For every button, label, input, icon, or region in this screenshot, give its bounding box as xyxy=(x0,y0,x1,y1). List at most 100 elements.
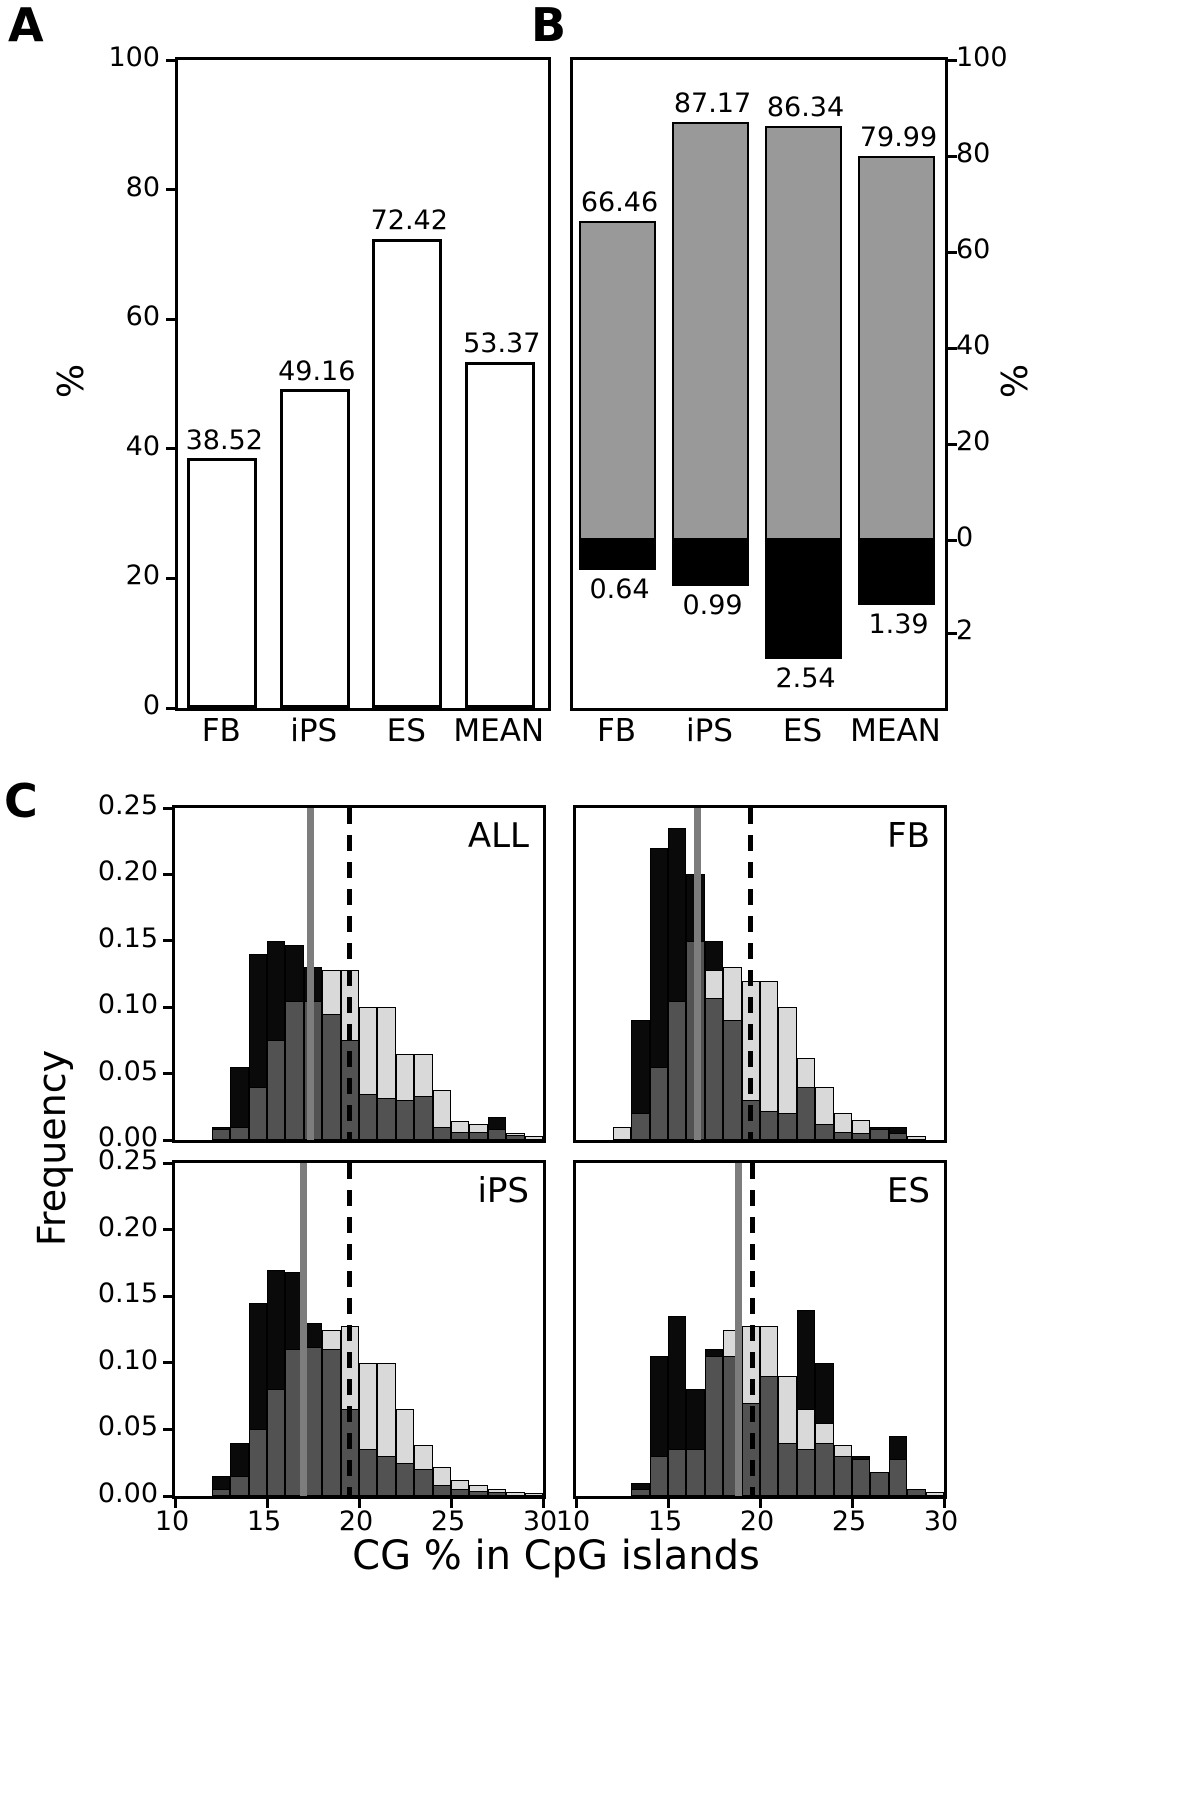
hist-ytick-label: 0.05 xyxy=(97,1055,158,1087)
panel-b-ylabel: % xyxy=(995,363,1036,399)
median-line-solid xyxy=(735,1163,743,1496)
panel-b-lower-value: 0.64 xyxy=(589,573,650,605)
hist-bar-dark xyxy=(432,1485,451,1496)
hist-bar-dark xyxy=(668,1449,687,1496)
panel-b-lower-value: 1.39 xyxy=(868,608,929,640)
hist-bar-dark xyxy=(377,1456,396,1496)
hist-xtick-mark xyxy=(173,1496,177,1508)
hist-bar-dark xyxy=(451,1132,470,1140)
hist-bar-light xyxy=(506,1492,525,1496)
hist-bar-dark xyxy=(414,1096,433,1140)
panel-b-ytick-label: 0 xyxy=(956,522,974,553)
panel-b-lower-bar-ips xyxy=(671,540,750,587)
panel-c-xlabel: CG % in CpG islands xyxy=(352,1533,760,1579)
hist-xtick-label: 25 xyxy=(831,1506,867,1537)
hist-axes-all: ALL xyxy=(163,805,546,1143)
hist-bar-dark xyxy=(322,1349,341,1496)
panel-b-ytick-mark xyxy=(945,250,957,254)
panel-b-lower-bar-mean xyxy=(857,540,936,605)
hist-xtick-label: 20 xyxy=(338,1506,374,1537)
hist-xtick-mark xyxy=(574,1496,578,1508)
hist-ytick-mark xyxy=(163,1294,175,1298)
hist-bar-dark xyxy=(833,1132,852,1140)
hist-bar-dark xyxy=(506,1134,525,1140)
hist-bar-dark xyxy=(487,1492,507,1496)
panel-b-ytick-label: 60 xyxy=(956,234,991,265)
hist-bar-dark xyxy=(760,1376,779,1496)
hist-xtick-label: 30 xyxy=(923,1506,959,1537)
hist-bar-dark xyxy=(395,1100,415,1140)
median-line-solid xyxy=(300,1163,308,1496)
median-line-solid xyxy=(693,808,701,1140)
hist-ytick-mark xyxy=(163,1494,175,1498)
panel-a-ytick-label: 0 xyxy=(142,690,160,721)
panel-b-lower-bar-fb xyxy=(578,540,657,570)
panel-a-category-label: iPS xyxy=(290,713,338,749)
hist-bar-dark xyxy=(211,1129,231,1140)
panel-letter-c: C xyxy=(4,774,38,828)
hist-bar-dark xyxy=(267,1389,286,1496)
panel-b-category-label: iPS xyxy=(686,713,733,749)
hist-ytick-label: 0.05 xyxy=(97,1411,158,1443)
panel-b-axes: 66.46 0.64 87.17 0.99 86.34 2.54 79.99 1.39 xyxy=(570,57,957,711)
panel-a-bar-value: 38.52 xyxy=(185,424,263,456)
hist-bar-dark xyxy=(377,1097,396,1140)
panel-a-bar-value: 49.16 xyxy=(278,355,356,387)
hist-bar-dark xyxy=(631,1489,650,1496)
panel-letter-b: B xyxy=(531,0,567,52)
panel-b-ytick-mark xyxy=(945,346,957,350)
hist-bar-dark xyxy=(469,1132,488,1140)
hist-axes-ips: iPS xyxy=(163,1160,546,1508)
hist-bar-dark xyxy=(870,1472,889,1496)
hist-bar-dark xyxy=(649,1066,668,1140)
hist-bar-dark xyxy=(778,1442,797,1496)
hist-ytick-label: 0.00 xyxy=(97,1122,158,1153)
threshold-line-dashed xyxy=(748,808,754,1140)
panel-b-upper-bar-fb xyxy=(578,220,657,540)
hist-bar-dark xyxy=(796,1086,816,1140)
hist-xtick-mark xyxy=(850,1496,854,1508)
hist-ytick-label: 0.15 xyxy=(97,1278,158,1310)
hist-bar-dark xyxy=(322,1013,341,1140)
panel-letter-a: A xyxy=(8,0,44,52)
hist-ytick-label: 0.00 xyxy=(97,1478,158,1509)
hist-xtick-mark xyxy=(265,1496,269,1508)
hist-ytick-label: 0.10 xyxy=(97,1344,158,1376)
panel-a-ytick-label: 40 xyxy=(125,430,160,462)
hist-bar-dark xyxy=(796,1449,816,1496)
hist-xtick-mark xyxy=(449,1496,453,1508)
panel-a-ytick-label: 80 xyxy=(125,171,160,203)
hist-panel-label: FB xyxy=(887,816,930,856)
panel-a-category-label: FB xyxy=(201,713,241,749)
hist-bar-dark xyxy=(704,1356,724,1496)
panel-b-ytick-label: 40 xyxy=(956,330,991,361)
hist-bar-dark xyxy=(668,1000,687,1140)
panel-b-lower-value: 0.99 xyxy=(682,590,743,622)
panel-a-bar-es xyxy=(372,238,443,708)
hist-ytick-mark xyxy=(163,1427,175,1431)
hist-bar-dark xyxy=(359,1449,378,1496)
panel-a-category-label: MEAN xyxy=(453,713,545,749)
panel-b-ytick-mark xyxy=(945,538,957,542)
panel-b-upper-bar-mean xyxy=(857,156,936,540)
hist-bar-dark xyxy=(704,997,724,1140)
hist-bar-dark xyxy=(230,1476,249,1496)
hist-ytick-label: 0.25 xyxy=(97,790,158,821)
panel-b-upper-bar-es xyxy=(764,125,843,540)
hist-xtick-label: 20 xyxy=(739,1506,775,1537)
hist-xtick-label: 10 xyxy=(555,1506,591,1537)
hist-panel-label: ALL xyxy=(467,816,529,856)
hist-bar-dark xyxy=(248,1086,267,1140)
hist-xtick-label: 30 xyxy=(522,1506,558,1537)
hist-ytick-mark xyxy=(163,1005,175,1009)
panel-b-lower-bar-es xyxy=(764,540,843,659)
panel-a-ylabel: % xyxy=(51,363,92,399)
hist-bar-dark xyxy=(631,1113,650,1140)
threshold-line-dashed xyxy=(347,1163,353,1496)
hist-bar-dark xyxy=(778,1113,797,1140)
hist-xtick-label: 10 xyxy=(154,1506,190,1537)
hist-bar-dark xyxy=(852,1133,871,1140)
hist-bar-light xyxy=(925,1492,944,1496)
hist-bar-dark xyxy=(833,1456,852,1496)
threshold-line-dashed xyxy=(750,1163,756,1496)
